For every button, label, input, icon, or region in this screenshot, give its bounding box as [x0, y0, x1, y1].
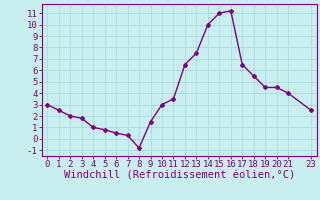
X-axis label: Windchill (Refroidissement éolien,°C): Windchill (Refroidissement éolien,°C)	[64, 171, 295, 181]
